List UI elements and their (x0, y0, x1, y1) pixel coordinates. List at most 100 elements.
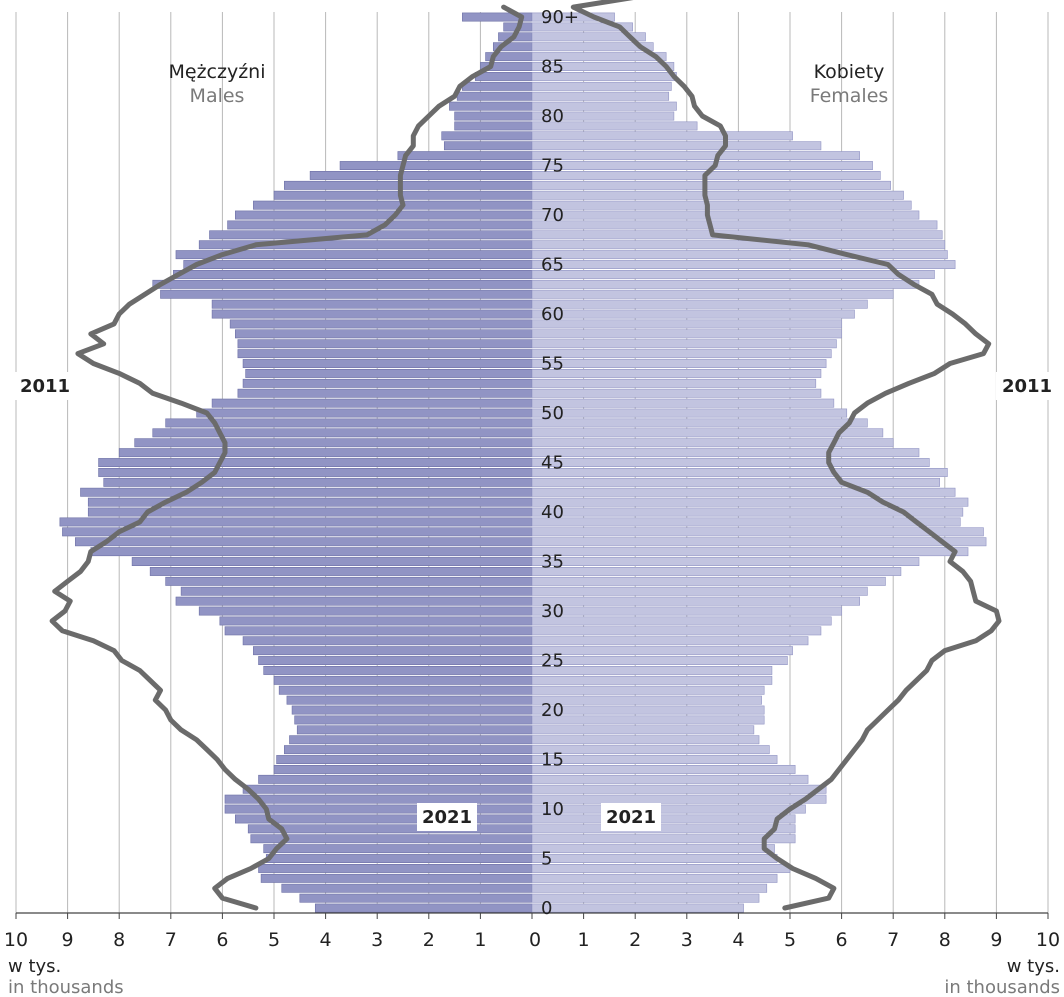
x-tick-label-left: 7 (165, 929, 177, 951)
bar-females-2021 (531, 794, 827, 804)
bar-females-2021 (531, 121, 698, 131)
bar-males-2021 (289, 735, 533, 745)
x-tick-label-right: 7 (887, 929, 899, 951)
bar-males-2021 (263, 844, 533, 854)
bar-females-2021 (531, 834, 796, 844)
age-tick-label: 45 (541, 453, 564, 474)
bar-females-2021 (531, 210, 920, 220)
bar-females-2021 (531, 418, 868, 428)
x-tick-label-left: 10 (4, 929, 28, 951)
bar-males-2021 (183, 260, 533, 269)
bar-females-2021 (531, 665, 773, 675)
x-tick-label-right: 3 (681, 929, 693, 951)
bar-females-2021 (531, 477, 940, 487)
bar-males-2021 (294, 715, 533, 725)
females-label-pl: Kobiety (814, 61, 885, 83)
bar-males-2021 (258, 656, 533, 666)
bar-females-2021 (531, 844, 775, 854)
bar-males-2021 (284, 745, 533, 755)
bar-males-2021 (299, 893, 533, 903)
bar-females-2021 (531, 883, 768, 893)
bar-females-2021 (531, 408, 848, 418)
bars-group (59, 12, 987, 913)
year-2021-left-bg (417, 803, 477, 831)
bar-females-2021 (531, 903, 744, 913)
bar-males-2021 (219, 616, 533, 626)
bar-females-2021 (531, 774, 809, 784)
x-tick-label-left: 4 (320, 929, 332, 951)
bar-females-2021 (531, 91, 670, 101)
bar-females-2021 (531, 596, 860, 606)
bar-males-2021 (160, 289, 533, 299)
males-label-en: Males (190, 85, 245, 107)
bar-females-2021 (531, 180, 891, 190)
bar-females-2021 (531, 725, 755, 735)
unit-label-left-pl: w tys. (8, 956, 61, 977)
bar-males-2021 (454, 121, 533, 131)
bar-females-2021 (531, 319, 842, 329)
bar-females-2021 (531, 606, 842, 616)
bar-females-2021 (531, 507, 964, 517)
bar-females-2021 (531, 279, 920, 289)
bar-males-2021 (152, 428, 533, 438)
bar-males-2021 (449, 101, 533, 111)
year-2011-right-label: 2011 (1002, 376, 1052, 397)
year-2011-left-label: 2011 (20, 376, 70, 397)
age-tick-label: 90+ (541, 7, 579, 28)
bar-females-2021 (531, 893, 760, 903)
age-tick-label: 35 (541, 552, 564, 573)
bar-males-2021 (165, 576, 533, 586)
bar-females-2021 (531, 62, 675, 72)
age-tick-label: 55 (541, 354, 564, 375)
bar-females-2021 (531, 161, 873, 170)
bar-females-2021 (531, 527, 984, 537)
bar-males-2021 (229, 319, 533, 329)
bar-males-2021 (196, 408, 533, 418)
bar-males-2021 (273, 764, 533, 774)
x-tick-label-left: 8 (113, 929, 125, 951)
age-tick-label: 15 (541, 750, 564, 771)
line-females-2011 (570, 0, 1002, 911)
bar-females-2021 (531, 735, 760, 745)
x-tick-label-right: 8 (939, 929, 951, 951)
x-tick-label-right: 10 (1036, 929, 1060, 951)
bar-females-2021 (531, 388, 822, 398)
age-tick-label: 85 (541, 57, 564, 78)
age-tick-label: 75 (541, 156, 564, 177)
bar-males-2021 (443, 141, 533, 151)
bar-females-2021 (531, 339, 837, 349)
year-2021-right-bg (601, 803, 661, 831)
bar-males-2021 (474, 72, 533, 81)
age-tick-label: 65 (541, 255, 564, 276)
age-tick-label: 80 (541, 106, 564, 127)
age-tick-label: 0 (541, 898, 552, 919)
bar-males-2021 (286, 695, 533, 705)
bar-males-2021 (242, 378, 533, 388)
bar-males-2021 (247, 824, 533, 834)
bar-males-2021 (260, 873, 533, 883)
bar-males-2021 (242, 359, 533, 368)
age-tick-label: 10 (541, 799, 564, 820)
bar-males-2021 (131, 557, 533, 567)
unit-label-right-en: in thousands (944, 977, 1060, 997)
bar-females-2021 (531, 487, 956, 497)
x-tick-label-left: 2 (423, 929, 435, 951)
bar-males-2021 (118, 448, 533, 458)
bar-males-2021 (224, 626, 533, 636)
bar-females-2021 (531, 299, 868, 309)
bar-females-2021 (531, 497, 969, 507)
bar-females-2021 (531, 111, 675, 121)
bar-females-2021 (531, 656, 788, 666)
bar-males-2021 (180, 586, 533, 596)
bar-females-2021 (531, 755, 778, 765)
bar-females-2021 (531, 715, 765, 725)
bar-females-2021 (531, 576, 886, 586)
bar-males-2021 (314, 903, 533, 913)
bar-males-2021 (441, 131, 533, 141)
bar-females-2021 (531, 626, 822, 636)
bar-males-2021 (80, 487, 533, 497)
bar-females-2021 (531, 42, 654, 52)
bar-males-2021 (245, 368, 533, 378)
lines-2011-group (49, 0, 1002, 911)
bar-males-2021 (98, 467, 533, 477)
